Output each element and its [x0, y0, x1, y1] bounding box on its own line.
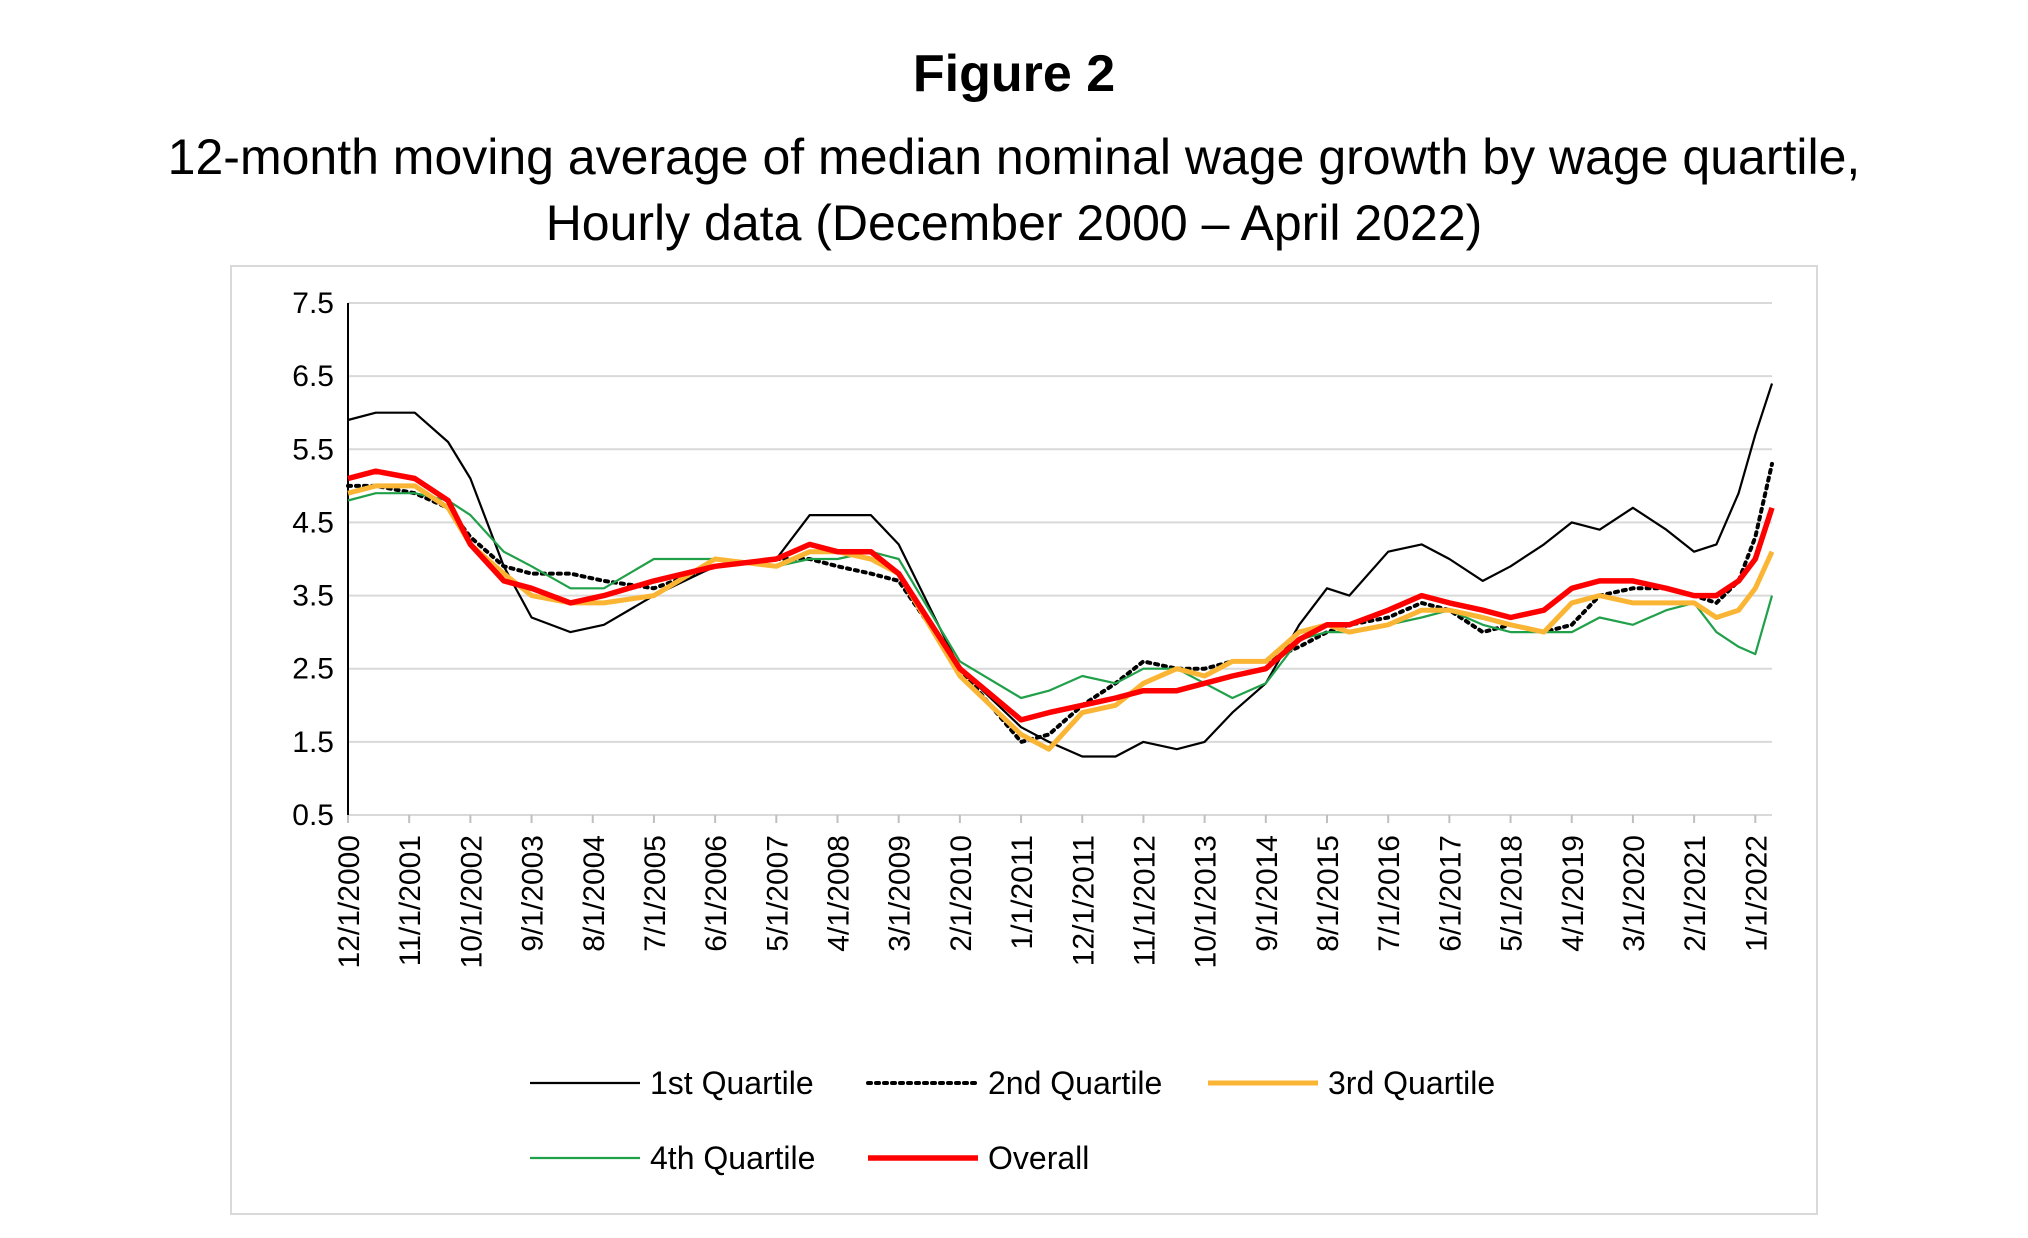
legend-label: 1st Quartile: [650, 1065, 814, 1101]
x-tick-label: 2/1/2010: [945, 835, 978, 952]
x-tick-label: 11/1/2001: [394, 835, 427, 966]
x-tick-label: 9/1/2014: [1251, 835, 1284, 952]
x-tick-label: 10/1/2002: [455, 835, 488, 968]
x-tick-label: 5/1/2018: [1496, 835, 1529, 952]
x-tick-label: 6/1/2006: [700, 835, 733, 952]
legend-entry-1st-quartile: 1st Quartile: [530, 1065, 814, 1101]
series-line-overall: [347, 468, 1775, 723]
y-tick-label: 5.5: [292, 433, 334, 466]
y-tick-label: 7.5: [292, 287, 334, 320]
y-tick-label: 6.5: [292, 360, 334, 393]
x-tick-label: 10/1/2013: [1190, 835, 1223, 968]
x-tick-label: 11/1/2012: [1128, 835, 1161, 966]
legend-label: 3rd Quartile: [1328, 1065, 1495, 1101]
legend-entry-4th-quartile: 4th Quartile: [530, 1140, 815, 1176]
series-line-1st-quartile: [347, 383, 1774, 758]
x-tick-label: 3/1/2009: [884, 835, 917, 952]
y-tick-label: 1.5: [292, 726, 334, 759]
legend-entry-2nd-quartile: 2nd Quartile: [866, 1065, 1162, 1101]
y-tick-label: 4.5: [292, 506, 334, 539]
chart-frame: [230, 265, 1818, 1215]
x-tick-label: 3/1/2020: [1618, 835, 1651, 952]
legend: 1st Quartile 2nd Quartile 3rd Quartile 4th …: [530, 1065, 1495, 1176]
y-tick-label: 2.5: [292, 653, 334, 686]
series-lines: [346, 383, 1775, 758]
x-tick-label: 1/1/2011: [1006, 835, 1039, 950]
figure-subtitle-line-1: 12-month moving average of median nomina…: [167, 129, 1861, 185]
legend-entry-3rd-quartile: 3rd Quartile: [1208, 1065, 1495, 1101]
x-tick-label: 4/1/2019: [1557, 835, 1590, 952]
x-tick-label: 4/1/2008: [823, 835, 856, 952]
y-tick-label: 3.5: [292, 580, 334, 613]
series-line-2nd-quartile: [346, 461, 1774, 744]
x-tick-label: 7/1/2016: [1373, 835, 1406, 952]
x-tick-label: 5/1/2007: [761, 835, 794, 952]
figure-subtitle: 12-month moving average of median nomina…: [0, 124, 2028, 256]
x-tick-label: 8/1/2015: [1312, 835, 1345, 952]
figure-title: Figure 2: [912, 45, 1116, 103]
x-tick-label: 6/1/2017: [1434, 835, 1467, 952]
x-tick-label: 7/1/2005: [639, 835, 672, 952]
x-tick-label: 12/1/2011: [1067, 835, 1100, 966]
x-tick-label: 1/1/2022: [1740, 835, 1773, 952]
axes: 0.5 1.5 2.5 3.5 4.5 5.5 6.5 7.5 12/1/2000 11/1/20…: [292, 287, 1773, 968]
series-line-4th-quartile: [347, 492, 1774, 700]
legend-label: 4th Quartile: [650, 1140, 815, 1176]
x-tick-label: 12/1/2000: [333, 835, 366, 968]
y-tick-label: 0.5: [292, 799, 334, 832]
legend-entry-overall: Overall: [868, 1140, 1089, 1176]
legend-label: Overall: [988, 1140, 1089, 1176]
figure-subtitle-line-2: Hourly data (December 2000 – April 2022): [545, 195, 1483, 251]
gridlines: [348, 302, 1772, 816]
x-tick-label: 8/1/2004: [578, 835, 611, 952]
legend-label: 2nd Quartile: [988, 1065, 1162, 1101]
x-tick-label: 9/1/2003: [517, 835, 550, 952]
x-tick-label: 2/1/2021: [1679, 835, 1712, 952]
